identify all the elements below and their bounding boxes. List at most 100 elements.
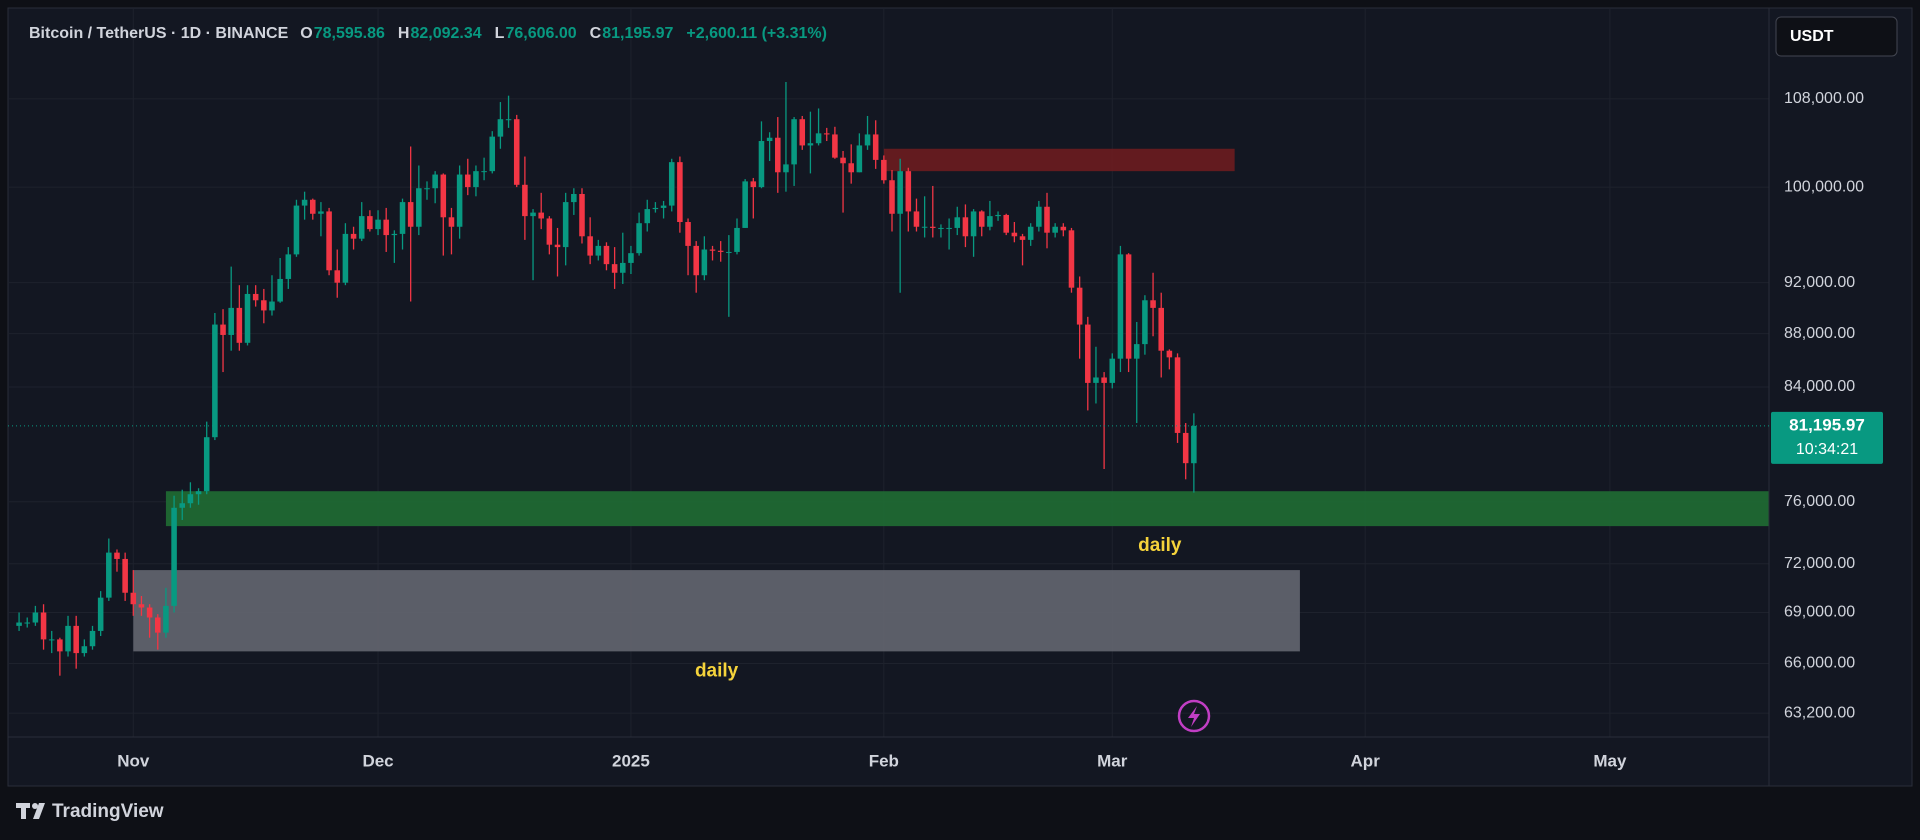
currency-button[interactable] bbox=[1775, 16, 1898, 57]
candle-body bbox=[538, 212, 544, 219]
candle-body bbox=[856, 145, 863, 173]
candle-body bbox=[1093, 377, 1099, 383]
candle-body bbox=[628, 253, 634, 263]
candle-body bbox=[375, 219, 381, 230]
candle-body bbox=[367, 216, 373, 230]
price-tag-timer: 10:34:21 bbox=[1796, 441, 1858, 458]
candle-body bbox=[562, 202, 569, 248]
candle-body bbox=[1191, 425, 1197, 464]
candle-body bbox=[32, 612, 39, 623]
candle-body bbox=[236, 307, 243, 343]
candle-body bbox=[16, 622, 22, 626]
candle-body bbox=[1019, 236, 1026, 240]
candle-body bbox=[652, 207, 659, 210]
x-tick-label: Mar bbox=[1097, 751, 1128, 770]
y-tick-label: 66,000.00 bbox=[1784, 655, 1855, 672]
candle-body bbox=[791, 119, 797, 165]
candle-body bbox=[848, 163, 854, 173]
candle-body bbox=[913, 211, 920, 227]
candle-body bbox=[1060, 226, 1067, 231]
candle-body bbox=[432, 174, 438, 189]
candle-body bbox=[734, 227, 740, 252]
candles bbox=[16, 81, 1197, 676]
chart-title: Bitcoin / TetherUS · 1D · BINANCE bbox=[29, 25, 289, 42]
legend-change: +2,600.11 (+3.31%) bbox=[686, 25, 827, 42]
candle-body bbox=[171, 507, 177, 606]
candle-body bbox=[89, 630, 96, 647]
candle-body bbox=[1076, 287, 1083, 325]
candle-body bbox=[742, 181, 748, 228]
candle-body bbox=[1158, 307, 1164, 351]
candle-body bbox=[293, 205, 300, 255]
candle-body bbox=[1027, 226, 1034, 240]
candle-body bbox=[685, 222, 691, 246]
candle-body bbox=[1166, 350, 1173, 358]
candle-body bbox=[383, 219, 389, 236]
legend-value: 81,195.97 bbox=[602, 25, 673, 42]
candle-body bbox=[962, 217, 969, 237]
alert-icon[interactable] bbox=[1177, 699, 1211, 733]
candle-body bbox=[407, 202, 414, 227]
candle-body bbox=[554, 244, 561, 248]
candle-body bbox=[391, 233, 398, 236]
zone-label: daily bbox=[695, 660, 739, 681]
candle-body bbox=[301, 199, 308, 206]
candle-body bbox=[954, 217, 961, 228]
y-tick-label: 69,000.00 bbox=[1784, 604, 1855, 621]
candle-body bbox=[930, 226, 936, 228]
ohlc-legend: O 78,595.86 H 82,092.34 L 76,606.00 C 81,195.97… bbox=[300, 25, 827, 42]
candle-body bbox=[187, 494, 194, 504]
candle-body bbox=[465, 174, 471, 188]
candle-body bbox=[587, 236, 593, 256]
candle-body bbox=[1150, 300, 1156, 308]
candle-body bbox=[203, 437, 210, 492]
currency-label: USDT bbox=[1790, 28, 1834, 45]
candle-body bbox=[1068, 230, 1075, 288]
candle-body bbox=[489, 136, 496, 172]
candle-body bbox=[285, 254, 292, 279]
candle-body bbox=[481, 171, 487, 173]
candle-body bbox=[318, 211, 324, 214]
zones: daily daily bbox=[133, 148, 1770, 681]
candle-body bbox=[620, 262, 626, 273]
candle-body bbox=[701, 249, 708, 276]
alert-circle bbox=[1177, 699, 1211, 733]
logo-part bbox=[16, 803, 30, 819]
candle-body bbox=[766, 137, 773, 142]
logo-part bbox=[32, 803, 38, 809]
brand-name: TradingView bbox=[52, 801, 164, 822]
candle-body bbox=[40, 612, 47, 640]
candle-body bbox=[228, 307, 234, 335]
y-tick-label: 76,000.00 bbox=[1784, 493, 1855, 510]
candle-body bbox=[1052, 226, 1058, 233]
candle-body bbox=[130, 592, 137, 605]
x-tick-label: 2025 bbox=[612, 751, 650, 770]
candle-body bbox=[1044, 206, 1050, 233]
candle-body bbox=[57, 639, 63, 652]
candle-body bbox=[595, 245, 602, 256]
candle-body bbox=[775, 137, 781, 173]
legend-value: 78,595.86 bbox=[314, 25, 385, 42]
candle-body bbox=[424, 188, 430, 190]
candle-body bbox=[1174, 357, 1181, 433]
candle-body bbox=[497, 119, 504, 137]
legend-key: O bbox=[300, 25, 312, 42]
y-tick-label: 100,000.00 bbox=[1784, 178, 1864, 195]
price-tag-label: 81,195.97 bbox=[1789, 415, 1865, 434]
y-tick-label: 72,000.00 bbox=[1784, 555, 1855, 572]
candle-body bbox=[872, 134, 879, 160]
candle-body bbox=[48, 639, 55, 641]
x-tick-label: Feb bbox=[869, 751, 899, 770]
candle-body bbox=[717, 250, 724, 252]
candle-body bbox=[1101, 377, 1107, 383]
legend-value: 76,606.00 bbox=[505, 25, 576, 42]
brand-logo bbox=[16, 803, 45, 819]
candle-body bbox=[1085, 324, 1091, 383]
candle-body bbox=[807, 143, 814, 146]
candle-body bbox=[758, 141, 765, 188]
candle-body bbox=[358, 216, 365, 239]
candle-body bbox=[350, 233, 357, 239]
candle-body bbox=[1125, 254, 1132, 359]
candle-body bbox=[1117, 254, 1124, 359]
candle-body bbox=[1142, 300, 1148, 345]
